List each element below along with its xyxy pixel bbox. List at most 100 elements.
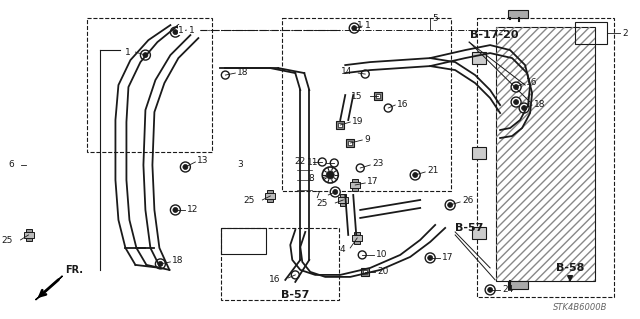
- Circle shape: [170, 205, 180, 215]
- Circle shape: [485, 285, 495, 295]
- Text: 21: 21: [427, 167, 438, 175]
- Text: 9: 9: [364, 135, 370, 144]
- Circle shape: [488, 287, 493, 293]
- Text: 23: 23: [372, 160, 383, 168]
- Circle shape: [514, 85, 518, 90]
- Circle shape: [522, 106, 527, 111]
- Text: STK4B6000B: STK4B6000B: [553, 303, 607, 312]
- Text: B-58: B-58: [556, 263, 584, 273]
- Bar: [339, 197, 348, 203]
- Text: 17: 17: [442, 253, 454, 263]
- Text: 26: 26: [462, 197, 474, 205]
- Text: 6: 6: [8, 160, 14, 169]
- Text: 16: 16: [397, 100, 409, 108]
- Circle shape: [140, 50, 150, 60]
- Circle shape: [514, 100, 518, 105]
- Text: 16: 16: [526, 78, 538, 86]
- Bar: [374, 92, 382, 100]
- Bar: [508, 281, 527, 289]
- Circle shape: [511, 97, 521, 107]
- Text: 1: 1: [365, 21, 371, 30]
- Text: 14: 14: [341, 67, 352, 76]
- Text: 10: 10: [376, 250, 388, 259]
- Text: 1: 1: [125, 48, 131, 56]
- Circle shape: [156, 259, 165, 269]
- Circle shape: [173, 207, 178, 212]
- Bar: [87, 18, 212, 152]
- Bar: [496, 27, 595, 281]
- Bar: [339, 123, 342, 127]
- Text: 5: 5: [432, 14, 438, 23]
- Text: 16: 16: [269, 275, 280, 285]
- Circle shape: [323, 167, 339, 183]
- Bar: [268, 190, 273, 202]
- Circle shape: [180, 162, 190, 172]
- Text: FR.: FR.: [65, 265, 83, 275]
- Text: B-57: B-57: [281, 290, 310, 300]
- Circle shape: [349, 23, 359, 33]
- Bar: [508, 10, 527, 18]
- Circle shape: [326, 171, 334, 179]
- Bar: [346, 139, 354, 147]
- Text: 13: 13: [197, 157, 209, 166]
- Bar: [361, 268, 369, 276]
- Bar: [472, 227, 486, 239]
- Circle shape: [413, 173, 418, 177]
- Circle shape: [447, 203, 452, 207]
- Text: 11: 11: [307, 159, 318, 167]
- Text: 25: 25: [243, 197, 254, 205]
- Text: 20: 20: [377, 267, 388, 276]
- Text: 2: 2: [622, 29, 628, 38]
- Text: 18: 18: [237, 68, 249, 77]
- Text: 1: 1: [189, 26, 195, 34]
- Text: B-57: B-57: [455, 223, 484, 233]
- Text: 3: 3: [237, 160, 243, 169]
- Bar: [350, 182, 360, 188]
- Circle shape: [410, 170, 420, 180]
- Text: 17: 17: [367, 177, 379, 187]
- Text: 24: 24: [502, 286, 513, 294]
- Bar: [477, 18, 614, 297]
- Bar: [352, 179, 358, 191]
- Bar: [26, 229, 31, 241]
- Text: 19: 19: [352, 116, 364, 126]
- Text: 18: 18: [172, 256, 184, 265]
- Circle shape: [330, 187, 340, 197]
- Bar: [340, 194, 346, 206]
- Bar: [266, 193, 275, 199]
- Bar: [348, 141, 352, 145]
- Bar: [472, 51, 486, 63]
- Text: B-17-20: B-17-20: [470, 30, 518, 40]
- Circle shape: [158, 261, 163, 266]
- Bar: [472, 147, 486, 159]
- Text: 8: 8: [308, 174, 314, 183]
- Circle shape: [333, 189, 338, 195]
- Circle shape: [425, 253, 435, 263]
- Text: 4: 4: [340, 245, 345, 255]
- Bar: [354, 232, 360, 244]
- Text: 22: 22: [294, 158, 305, 167]
- Circle shape: [173, 30, 178, 34]
- Bar: [364, 270, 367, 274]
- Polygon shape: [35, 276, 63, 300]
- Bar: [24, 232, 33, 238]
- Bar: [282, 18, 451, 191]
- Circle shape: [519, 103, 529, 113]
- Bar: [496, 27, 595, 281]
- Text: 18: 18: [534, 100, 545, 108]
- Bar: [575, 22, 607, 44]
- Bar: [221, 228, 339, 300]
- Bar: [376, 94, 380, 98]
- Circle shape: [143, 53, 148, 58]
- Circle shape: [352, 26, 356, 31]
- Text: 25: 25: [1, 236, 13, 245]
- Bar: [221, 228, 266, 254]
- Bar: [336, 121, 344, 129]
- Text: 15: 15: [351, 92, 362, 100]
- Circle shape: [170, 27, 180, 37]
- Text: 1: 1: [357, 21, 363, 30]
- Text: 7: 7: [314, 191, 320, 200]
- Circle shape: [183, 165, 188, 169]
- Text: 1: 1: [179, 26, 184, 34]
- Circle shape: [445, 200, 455, 210]
